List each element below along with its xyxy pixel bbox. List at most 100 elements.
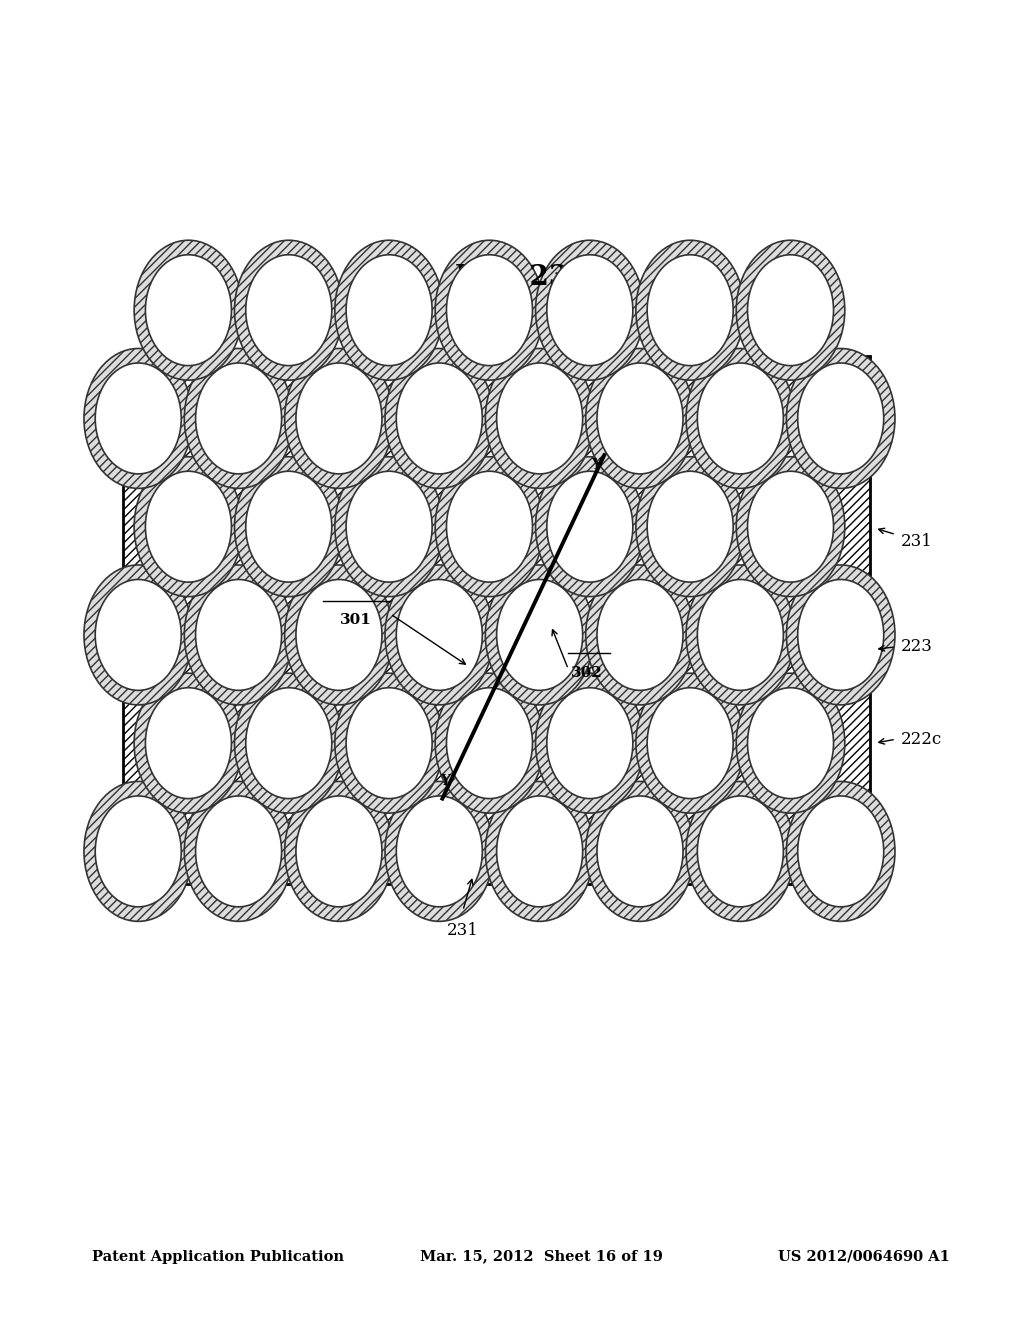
Circle shape bbox=[786, 348, 895, 488]
Circle shape bbox=[647, 255, 733, 366]
Circle shape bbox=[84, 565, 193, 705]
Circle shape bbox=[697, 579, 783, 690]
Circle shape bbox=[786, 565, 895, 705]
Circle shape bbox=[134, 673, 243, 813]
Circle shape bbox=[145, 688, 231, 799]
Circle shape bbox=[84, 781, 193, 921]
Circle shape bbox=[246, 255, 332, 366]
Circle shape bbox=[686, 565, 795, 705]
Circle shape bbox=[536, 240, 644, 380]
Circle shape bbox=[285, 781, 393, 921]
Circle shape bbox=[184, 565, 293, 705]
Circle shape bbox=[196, 579, 282, 690]
Circle shape bbox=[686, 348, 795, 488]
Circle shape bbox=[95, 363, 181, 474]
Circle shape bbox=[485, 565, 594, 705]
Circle shape bbox=[497, 579, 583, 690]
Circle shape bbox=[396, 579, 482, 690]
Circle shape bbox=[597, 579, 683, 690]
Circle shape bbox=[335, 240, 443, 380]
Circle shape bbox=[798, 579, 884, 690]
Circle shape bbox=[346, 471, 432, 582]
Circle shape bbox=[285, 565, 393, 705]
Circle shape bbox=[285, 348, 393, 488]
Text: Mar. 15, 2012  Sheet 16 of 19: Mar. 15, 2012 Sheet 16 of 19 bbox=[420, 1250, 663, 1263]
Circle shape bbox=[296, 796, 382, 907]
Circle shape bbox=[697, 363, 783, 474]
Circle shape bbox=[446, 255, 532, 366]
Circle shape bbox=[196, 363, 282, 474]
Circle shape bbox=[547, 255, 633, 366]
Circle shape bbox=[396, 363, 482, 474]
Text: 231: 231 bbox=[901, 533, 933, 549]
Circle shape bbox=[134, 240, 243, 380]
Circle shape bbox=[536, 673, 644, 813]
Circle shape bbox=[497, 363, 583, 474]
Circle shape bbox=[246, 688, 332, 799]
Text: Y: Y bbox=[591, 458, 601, 471]
Circle shape bbox=[435, 673, 544, 813]
Circle shape bbox=[748, 255, 834, 366]
Circle shape bbox=[435, 240, 544, 380]
Circle shape bbox=[234, 457, 343, 597]
Circle shape bbox=[84, 348, 193, 488]
Text: Patent Application Publication: Patent Application Publication bbox=[92, 1250, 344, 1263]
Circle shape bbox=[346, 688, 432, 799]
Circle shape bbox=[536, 457, 644, 597]
Circle shape bbox=[296, 363, 382, 474]
Text: US 2012/0064690 A1: US 2012/0064690 A1 bbox=[778, 1250, 950, 1263]
Text: Y: Y bbox=[440, 775, 451, 788]
Circle shape bbox=[697, 796, 783, 907]
Text: 301: 301 bbox=[340, 614, 373, 627]
Circle shape bbox=[335, 673, 443, 813]
Circle shape bbox=[184, 348, 293, 488]
Text: FIG. 23: FIG. 23 bbox=[456, 264, 568, 290]
Circle shape bbox=[748, 471, 834, 582]
Text: 231: 231 bbox=[446, 923, 479, 939]
Circle shape bbox=[647, 688, 733, 799]
Circle shape bbox=[95, 796, 181, 907]
Circle shape bbox=[95, 579, 181, 690]
Circle shape bbox=[145, 255, 231, 366]
Circle shape bbox=[647, 471, 733, 582]
Circle shape bbox=[485, 348, 594, 488]
Circle shape bbox=[234, 673, 343, 813]
Circle shape bbox=[234, 240, 343, 380]
Circle shape bbox=[586, 781, 694, 921]
Circle shape bbox=[446, 688, 532, 799]
Circle shape bbox=[497, 796, 583, 907]
Circle shape bbox=[385, 565, 494, 705]
Circle shape bbox=[246, 471, 332, 582]
Circle shape bbox=[184, 781, 293, 921]
Bar bbox=[123, 356, 870, 884]
Circle shape bbox=[597, 363, 683, 474]
Circle shape bbox=[597, 796, 683, 907]
Circle shape bbox=[385, 348, 494, 488]
Circle shape bbox=[396, 796, 482, 907]
Circle shape bbox=[196, 796, 282, 907]
Circle shape bbox=[547, 471, 633, 582]
Circle shape bbox=[586, 348, 694, 488]
Circle shape bbox=[134, 457, 243, 597]
Circle shape bbox=[547, 688, 633, 799]
Circle shape bbox=[636, 673, 744, 813]
Text: 302: 302 bbox=[571, 667, 603, 680]
Circle shape bbox=[798, 796, 884, 907]
Circle shape bbox=[296, 579, 382, 690]
Circle shape bbox=[335, 457, 443, 597]
Circle shape bbox=[748, 688, 834, 799]
Circle shape bbox=[736, 457, 845, 597]
Circle shape bbox=[485, 781, 594, 921]
Circle shape bbox=[636, 457, 744, 597]
Circle shape bbox=[145, 471, 231, 582]
Circle shape bbox=[686, 781, 795, 921]
Circle shape bbox=[786, 781, 895, 921]
Circle shape bbox=[798, 363, 884, 474]
Text: 223: 223 bbox=[901, 639, 933, 655]
Circle shape bbox=[736, 240, 845, 380]
Circle shape bbox=[736, 673, 845, 813]
Text: 222c: 222c bbox=[901, 731, 942, 747]
Circle shape bbox=[435, 457, 544, 597]
Circle shape bbox=[385, 781, 494, 921]
Circle shape bbox=[446, 471, 532, 582]
